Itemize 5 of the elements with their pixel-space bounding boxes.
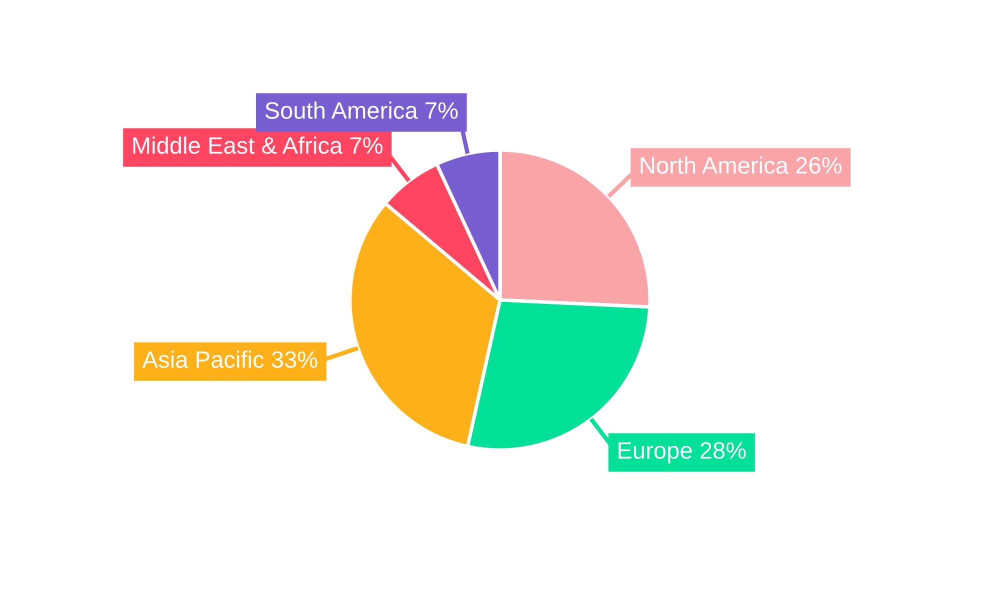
- slice-label: Europe 28%: [618, 442, 746, 464]
- slice-label: Middle East & Africa 7%: [133, 136, 382, 154]
- slice-label: North America 26%: [640, 156, 842, 174]
- slice-label: South America 7%: [265, 102, 458, 119]
- slice-label: Asia Pacific 33%: [142, 350, 318, 368]
